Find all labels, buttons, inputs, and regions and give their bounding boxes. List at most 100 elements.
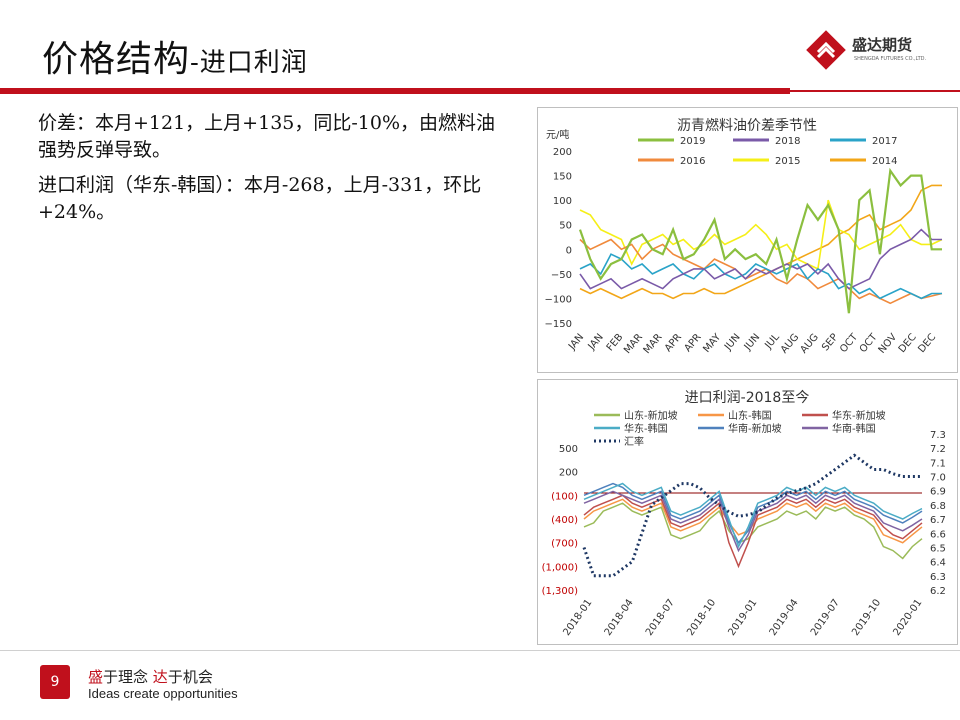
legend-label-2015: 2015 xyxy=(775,156,800,167)
y-tick-label: −100 xyxy=(545,294,572,305)
y-tick-label: −150 xyxy=(545,319,572,330)
x-tick-label: MAY xyxy=(701,331,723,355)
x-tick-label: JAN xyxy=(586,332,606,353)
series-line-2018 xyxy=(579,228,942,290)
y-left-tick-label: (100) xyxy=(551,491,578,502)
slogan-char-1: 盛 xyxy=(88,668,104,686)
x-tick-label: 2018-07 xyxy=(644,597,677,638)
chart-title: 进口利润-2018至今 xyxy=(685,390,810,406)
y-right-tick-label: 7.2 xyxy=(930,444,946,455)
legend-label: 汇率 xyxy=(624,435,644,448)
x-tick-label: NOV xyxy=(877,332,900,356)
x-tick-label: AUG xyxy=(779,332,802,356)
title-text: 价格结构 xyxy=(42,39,191,80)
company-logo: 盛达期货 SHENGDA FUTURES CO.,LTD. xyxy=(806,30,936,76)
import-profit-chart-panel: 进口利润-2018至今 山东-新加坡 山东-韩国 华东-新加坡华东-韩国 华南-新加坡 华… xyxy=(537,379,958,645)
y-left-tick-label: 500 xyxy=(559,444,578,455)
y-right-tick-label: 6.7 xyxy=(930,515,946,526)
x-tick-label: 2019-01 xyxy=(726,597,759,638)
logo-name: 盛达期货 xyxy=(852,36,913,54)
y-left-tick-label: (1,300) xyxy=(542,586,579,597)
y-right-tick-label: 7.3 xyxy=(930,430,946,441)
commentary: 价差：本月+121，上月+135，同比-10%，由燃料油强势反弹导致。 进口利润… xyxy=(38,110,508,234)
legend-label-2017: 2017 xyxy=(872,136,897,147)
slogan-char-2: 达 xyxy=(152,668,168,686)
logo-mark-icon xyxy=(806,30,846,70)
y-left-tick-label: (1,000) xyxy=(542,562,579,573)
x-tick-label: AUG xyxy=(798,332,821,356)
x-tick-label: 2018-01 xyxy=(561,597,594,638)
y-right-tick-label: 7.1 xyxy=(930,458,946,469)
y-axis-unit: 元/吨 xyxy=(546,128,569,141)
x-tick-label: MAR xyxy=(642,332,665,356)
x-tick-label: JAN xyxy=(566,332,586,353)
x-tick-label: OCT xyxy=(858,331,880,355)
y-left-tick-label: (700) xyxy=(551,539,578,550)
x-tick-label: DEC xyxy=(897,332,919,355)
legend-label: 山东-新加坡 xyxy=(624,409,678,422)
legend-label: 山东-韩国 xyxy=(728,409,772,422)
y-tick-label: 100 xyxy=(553,196,572,207)
x-tick-label: MAR xyxy=(622,332,645,356)
commentary-spread: 价差：本月+121，上月+135，同比-10%，由燃料油强势反弹导致。 xyxy=(38,112,496,161)
seasonal-chart-panel: 沥青燃料油价差季节性 元/吨 200 150 100 50 0 −50 −100 −150 2019… xyxy=(537,107,958,373)
x-tick-label: OCT xyxy=(838,331,860,355)
y-right-tick-label: 6.5 xyxy=(930,543,946,554)
logo-en: SHENGDA FUTURES CO.,LTD. xyxy=(854,56,927,62)
series-line-4 xyxy=(583,482,923,545)
y-right-tick-label: 6.9 xyxy=(930,487,946,498)
x-tick-label: APR xyxy=(682,332,703,354)
y-right-tick-label: 6.2 xyxy=(930,586,946,597)
y-right-tick-label: 6.4 xyxy=(930,558,946,569)
legend-label: 华东-新加坡 xyxy=(832,409,886,422)
footer-rule xyxy=(0,650,960,651)
series-line-2017 xyxy=(579,253,942,300)
legend-label-2018: 2018 xyxy=(775,136,800,147)
legend-label: 华南-韩国 xyxy=(832,422,876,435)
series-line-5 xyxy=(583,490,923,553)
legend-label: 华南-新加坡 xyxy=(728,422,782,435)
x-tick-label: SEP xyxy=(820,332,840,353)
y-left-tick-label: (400) xyxy=(551,515,578,526)
series-line-0 xyxy=(583,502,923,560)
slogan-cn: 盛于理念 达于机会 xyxy=(88,666,213,687)
legend-label-2019: 2019 xyxy=(680,136,705,147)
slogan-en: Ideas create opportunities xyxy=(88,686,238,701)
series-line-2 xyxy=(583,494,923,569)
x-tick-label: 2019-07 xyxy=(809,597,842,638)
legend-label-2014: 2014 xyxy=(872,156,897,167)
series-line-2014 xyxy=(579,184,942,300)
x-tick-label: DEC xyxy=(916,332,938,355)
header-rule xyxy=(0,88,790,94)
y-left-tick-label: 200 xyxy=(559,468,578,479)
legend-label: 华东-韩国 xyxy=(624,422,668,435)
x-tick-label: 2019-04 xyxy=(768,597,801,638)
y-tick-label: 0 xyxy=(566,245,572,256)
x-tick-label: 2018-04 xyxy=(603,597,636,638)
slogan-part-2: 于机会 xyxy=(167,668,213,686)
x-tick-label: 2019-10 xyxy=(850,597,883,638)
series-line-3 xyxy=(583,482,923,549)
series-line-2019 xyxy=(578,167,942,314)
x-tick-label: 2018-10 xyxy=(685,597,718,638)
chart-title: 沥青燃料油价差季节性 xyxy=(677,117,817,134)
x-tick-label: 2020-01 xyxy=(891,597,924,638)
slogan-part-1: 于理念 xyxy=(103,668,153,686)
y-right-tick-label: 6.6 xyxy=(930,529,946,540)
legend-label-2016: 2016 xyxy=(680,156,705,167)
header-rule-thin xyxy=(790,90,960,92)
y-right-tick-label: 6.8 xyxy=(930,501,946,512)
x-tick-label: JUN xyxy=(742,332,762,353)
page-title: 价格结构-进口利润 xyxy=(42,30,308,82)
x-tick-label: JUN xyxy=(722,332,742,353)
commentary-import-profit: 进口利润（华东-韩国）：本月-268，上月-331，环比+24%。 xyxy=(38,174,482,223)
subtitle-text: -进口利润 xyxy=(190,48,308,78)
y-tick-label: −50 xyxy=(551,270,572,281)
x-tick-label: APR xyxy=(663,332,684,354)
y-right-tick-label: 7.0 xyxy=(930,473,946,484)
page-number: 9 xyxy=(40,665,70,699)
y-right-tick-label: 6.3 xyxy=(930,572,946,583)
y-tick-label: 150 xyxy=(553,172,572,183)
